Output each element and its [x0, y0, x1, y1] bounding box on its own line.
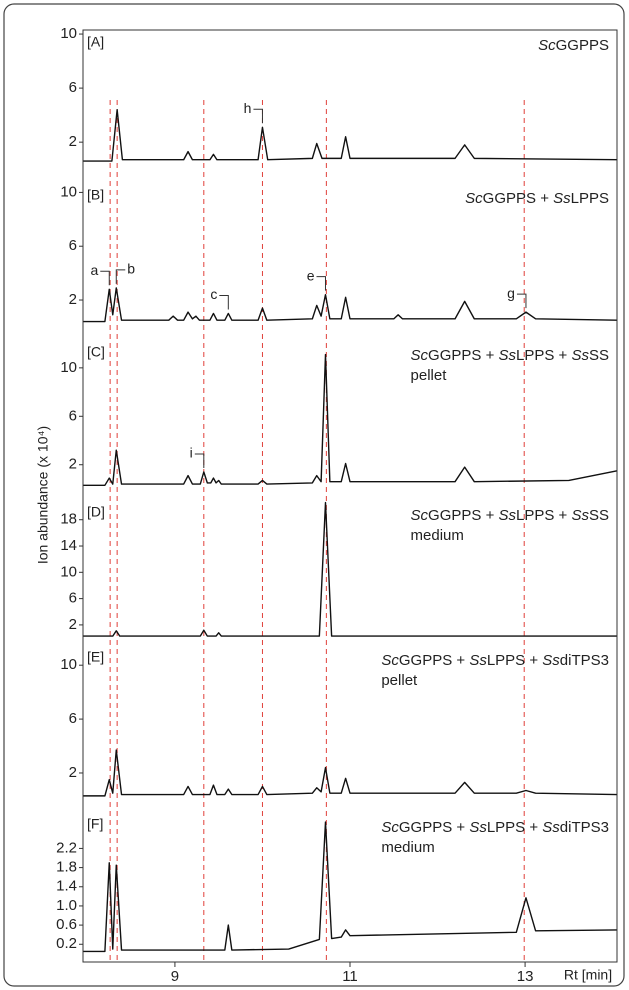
y-tick-label: 10 [60, 563, 77, 580]
y-tick-label: 6 [69, 79, 77, 96]
annotation-label: h [244, 100, 252, 116]
panel-label: [A] [87, 34, 104, 50]
annotation-label: e [307, 267, 315, 283]
panel-subtitle: pellet [381, 672, 418, 689]
panel-subtitle: medium [381, 839, 434, 856]
trace [83, 821, 618, 953]
annotation-label: g [507, 285, 515, 301]
y-tick-label: 1.0 [56, 897, 77, 914]
trace [83, 353, 618, 487]
y-tick-label: 18 [60, 511, 77, 528]
y-tick-label: 6 [69, 590, 77, 607]
panel-label: [B] [87, 187, 104, 203]
y-tick-label: 10 [60, 25, 77, 42]
panel-title: ScGGPPS + SsLPPS + SsdiTPS3 [381, 819, 609, 836]
y-tick-label: 2 [69, 764, 77, 781]
annotation-bracket [316, 276, 326, 291]
annotation-bracket [100, 270, 110, 286]
annotation-bracket [115, 269, 126, 284]
panel-label: [E] [87, 649, 104, 665]
y-tick-label: 14 [60, 537, 77, 554]
panel-title: ScGGPPS + SsLPPS + SsdiTPS3 [381, 652, 609, 669]
y-tick-label: 2 [69, 133, 77, 150]
y-tick-label: 6 [69, 407, 77, 424]
annotation-bracket [194, 453, 205, 468]
y-tick-label: 6 [69, 710, 77, 727]
panel-subtitle: medium [411, 527, 464, 544]
y-tick-label: 6 [69, 237, 77, 254]
panel-title: ScGGPPS [538, 37, 609, 54]
y-tick-label: 0.2 [56, 935, 77, 952]
annotation-label: c [210, 286, 217, 302]
x-axis-label: Rt [min] [564, 967, 612, 983]
y-tick-label: 1.8 [56, 859, 77, 876]
y-tick-label: 2 [69, 291, 77, 308]
annotation-label: i [190, 445, 193, 461]
trace [83, 501, 617, 637]
y-tick-label: 2.2 [56, 839, 77, 856]
panel-label: [F] [87, 816, 103, 832]
panel-label: [C] [87, 344, 105, 360]
trace [83, 749, 618, 797]
y-tick-label: 0.6 [56, 916, 77, 933]
y-tick-label: 1.4 [56, 878, 77, 895]
trace [83, 109, 618, 162]
annotation-bracket [253, 108, 263, 124]
panel-subtitle: pellet [411, 367, 448, 384]
x-tick-label: 13 [517, 968, 534, 985]
annotation-label: b [127, 261, 135, 277]
panel-title: ScGGPPS + SsLPPS + SsSS [411, 347, 609, 364]
x-tick-label: 9 [171, 968, 179, 985]
annotation-label: a [90, 262, 98, 278]
y-tick-label: 10 [60, 183, 77, 200]
y-tick-label: 2 [69, 456, 77, 473]
x-tick-label: 11 [342, 968, 358, 985]
panel-title: ScGGPPS + SsLPPS [465, 190, 609, 207]
y-tick-label: 10 [60, 656, 77, 673]
y-axis-label: Ion abundance (x 10⁴) [35, 426, 51, 564]
y-tick-label: 2 [69, 616, 77, 633]
panel-title: ScGGPPS + SsLPPS + SsSS [411, 507, 609, 524]
panel-label: [D] [87, 504, 105, 520]
annotation-bracket [516, 293, 527, 309]
figure-border [3, 3, 625, 987]
y-tick-label: 10 [60, 359, 77, 376]
annotation-bracket [219, 294, 229, 310]
trace [83, 287, 618, 323]
